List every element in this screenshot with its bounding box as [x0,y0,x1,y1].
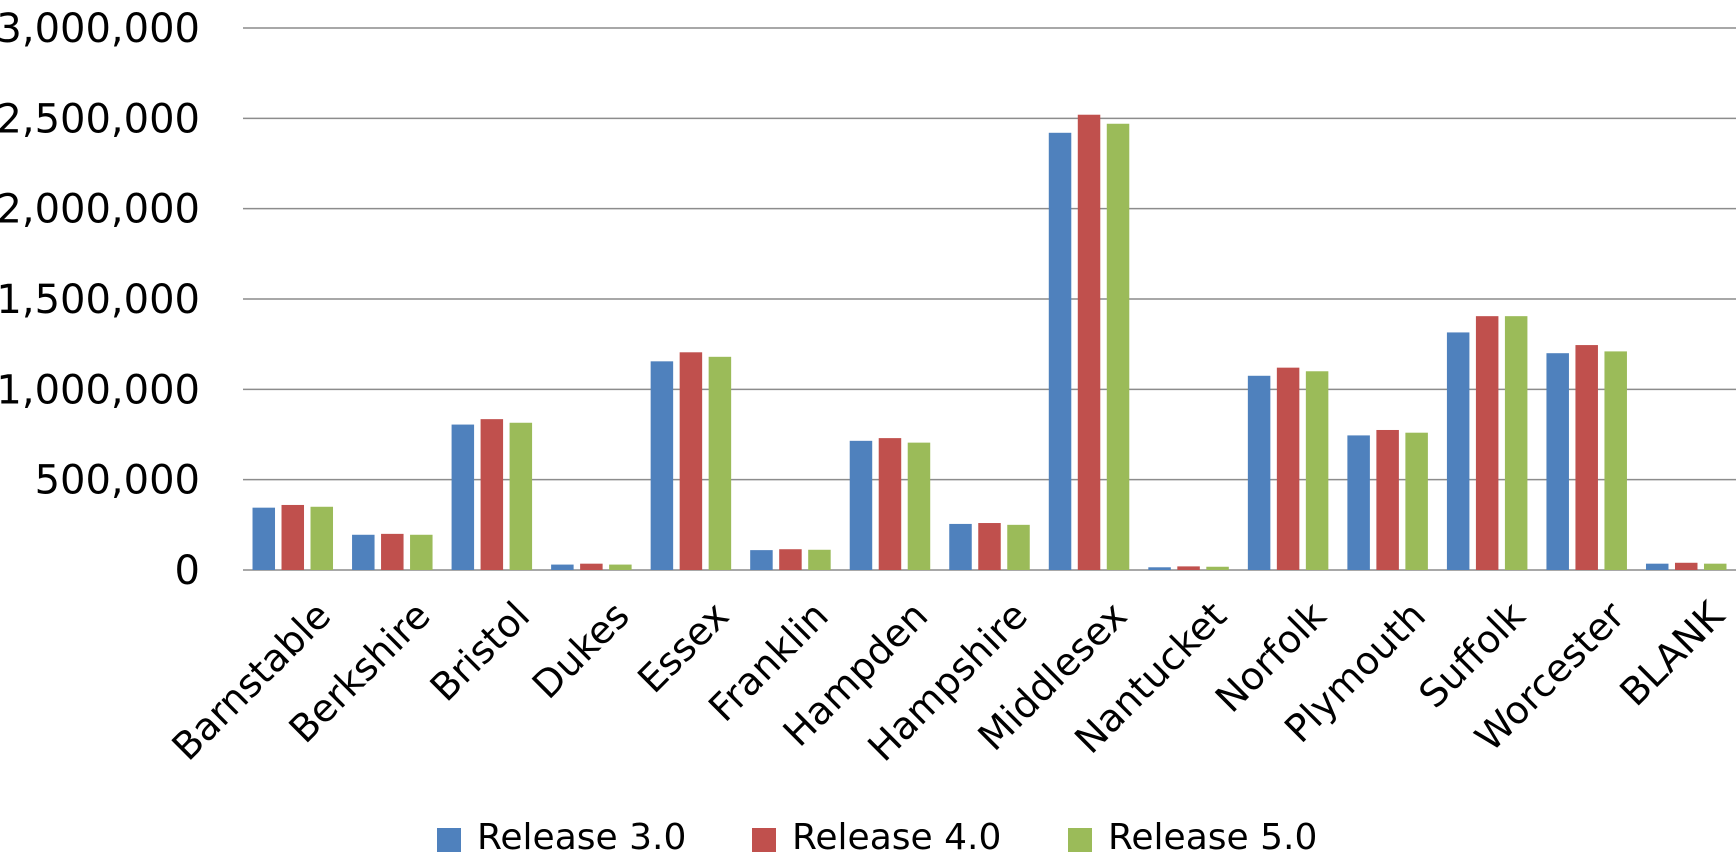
bar-worcester-series-2 [1575,345,1598,570]
bar-plymouth-series-2 [1376,429,1399,570]
legend: Release 3.0 Release 4.0 Release 5.0 [437,817,1317,858]
bar-middlesex-series-1 [1048,132,1072,570]
legend-label: Release 5.0 [1108,817,1317,858]
bar-hampden-series-2 [878,438,902,570]
bar-blank-series-3 [1703,563,1727,570]
bar-norfolk-series-1 [1247,375,1271,570]
bars [252,114,1727,571]
bar-worcester-series-3 [1604,351,1627,570]
bar-essex-series-3 [708,356,732,570]
legend-swatch [1068,828,1092,852]
y-tick-label: 2,500,000 [0,96,200,142]
bar-essex-series-2 [679,352,703,570]
y-tick-label: 500,000 [35,458,200,504]
bar-hampden-series-1 [849,440,873,570]
bar-barnstable-series-3 [310,506,334,570]
bar-franklin-series-2 [779,549,802,570]
bar-berkshire-series-2 [381,533,404,570]
y-tick-label: 2,000,000 [0,187,200,233]
legend-swatch [437,828,461,852]
bar-franklin-series-1 [750,550,773,570]
bar-bristol-series-3 [509,422,533,570]
x-axis-category-labels: BarnstableBerkshireBristolDukesEssexFran… [163,592,1733,769]
y-tick-label: 3,000,000 [0,6,200,52]
category-label: Dukes [524,593,638,707]
bar-norfolk-series-3 [1305,371,1329,570]
bar-suffolk-series-3 [1504,316,1528,570]
bar-berkshire-series-1 [352,534,375,570]
bar-barnstable-series-2 [281,504,305,570]
legend-label: Release 3.0 [477,817,686,858]
bar-dukes-series-2 [580,563,603,570]
bar-barnstable-series-1 [252,507,276,570]
bar-plymouth-series-3 [1405,432,1428,570]
bar-nantucket-series-2 [1177,566,1200,570]
bar-essex-series-1 [650,361,674,570]
y-tick-label: 1,500,000 [0,277,200,323]
bar-nantucket-series-3 [1206,566,1229,570]
bar-bristol-series-2 [480,419,504,570]
bar-hampden-series-3 [907,442,931,570]
bar-hampshire-series-3 [1007,524,1030,570]
bar-middlesex-series-3 [1106,123,1130,571]
bar-plymouth-series-1 [1347,435,1370,570]
bar-dukes-series-1 [551,564,574,570]
legend-label: Release 4.0 [792,817,1001,858]
bar-franklin-series-3 [808,549,831,570]
bar-hampshire-series-2 [978,523,1001,570]
category-label: Bristol [422,593,539,710]
legend-swatch [752,828,776,852]
bar-middlesex-series-2 [1077,114,1101,570]
bar-suffolk-series-2 [1475,316,1499,570]
bar-berkshire-series-3 [410,534,433,570]
bar-suffolk-series-1 [1446,332,1470,570]
bar-nantucket-series-1 [1148,567,1171,570]
y-axis-tick-labels: 0 500,000 1,000,000 1,500,000 2,000,000 2,500… [0,6,200,594]
category-label: BLANK [1611,592,1733,714]
bar-dukes-series-3 [609,564,632,570]
bar-blank-series-2 [1674,562,1698,570]
y-tick-label: 1,000,000 [0,367,200,413]
bar-norfolk-series-2 [1276,367,1300,570]
bar-blank-series-1 [1645,563,1669,570]
y-tick-label: 0 [175,548,200,594]
bar-hampshire-series-1 [949,523,972,570]
bar-bristol-series-1 [451,424,475,570]
bar-worcester-series-1 [1546,353,1569,570]
